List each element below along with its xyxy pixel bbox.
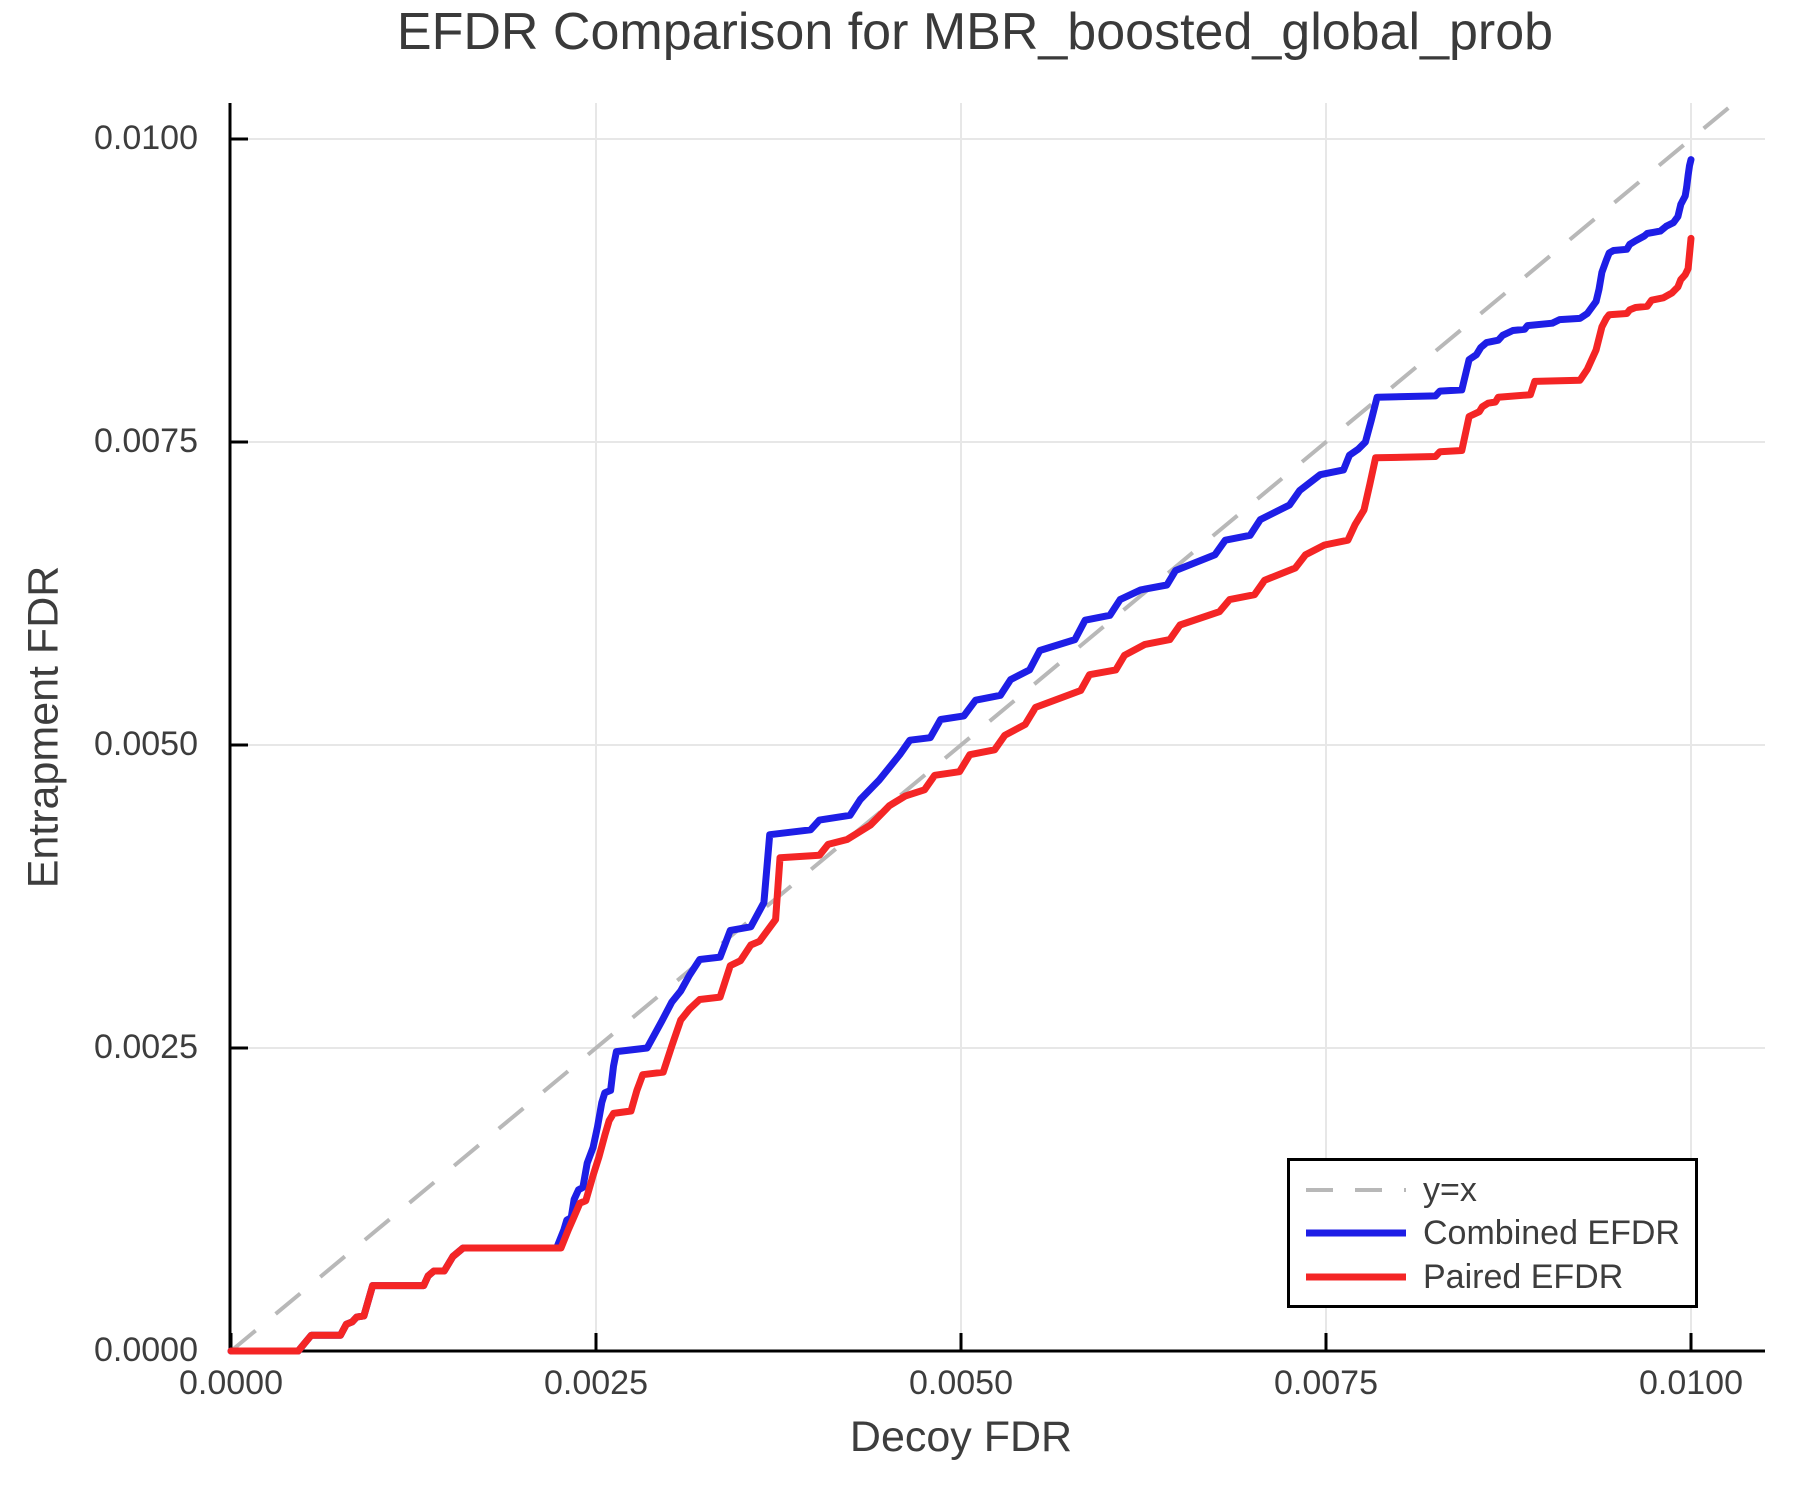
legend-item-reference: y=x bbox=[1304, 1173, 1695, 1207]
legend-label-paired: Paired EFDR bbox=[1423, 1257, 1624, 1296]
y-tick-label: 0.0000 bbox=[94, 1331, 198, 1369]
legend-item-paired: Paired EFDR bbox=[1304, 1260, 1695, 1294]
combined-line-sample bbox=[1306, 1229, 1406, 1237]
legend-label-combined: Combined EFDR bbox=[1423, 1214, 1680, 1252]
legend-label-reference: y=x bbox=[1423, 1170, 1477, 1209]
y-tick-label: 0.0025 bbox=[94, 1028, 198, 1066]
paired-line-sample bbox=[1306, 1273, 1406, 1280]
x-tick-label: 0.0025 bbox=[544, 1364, 648, 1402]
legend-item-combined: Combined EFDR bbox=[1304, 1216, 1695, 1250]
legend: y=x Combined EFDR Paired EFDR bbox=[1287, 1158, 1698, 1308]
y-tick-label: 0.0050 bbox=[94, 725, 198, 763]
dashed-line-sample bbox=[1306, 1187, 1406, 1192]
y-tick-label: 0.0100 bbox=[94, 119, 198, 157]
x-tick-label: 0.0000 bbox=[179, 1364, 283, 1402]
y-tick-label: 0.0075 bbox=[94, 422, 198, 460]
x-tick-label: 0.0050 bbox=[909, 1364, 1013, 1402]
chart-title: EFDR Comparison for MBR_boosted_global_p… bbox=[396, 3, 1554, 61]
x-axis-label: Decoy FDR bbox=[849, 1413, 1073, 1461]
x-tick-label: 0.0075 bbox=[1274, 1364, 1378, 1402]
x-tick-label: 0.0100 bbox=[1639, 1364, 1743, 1402]
